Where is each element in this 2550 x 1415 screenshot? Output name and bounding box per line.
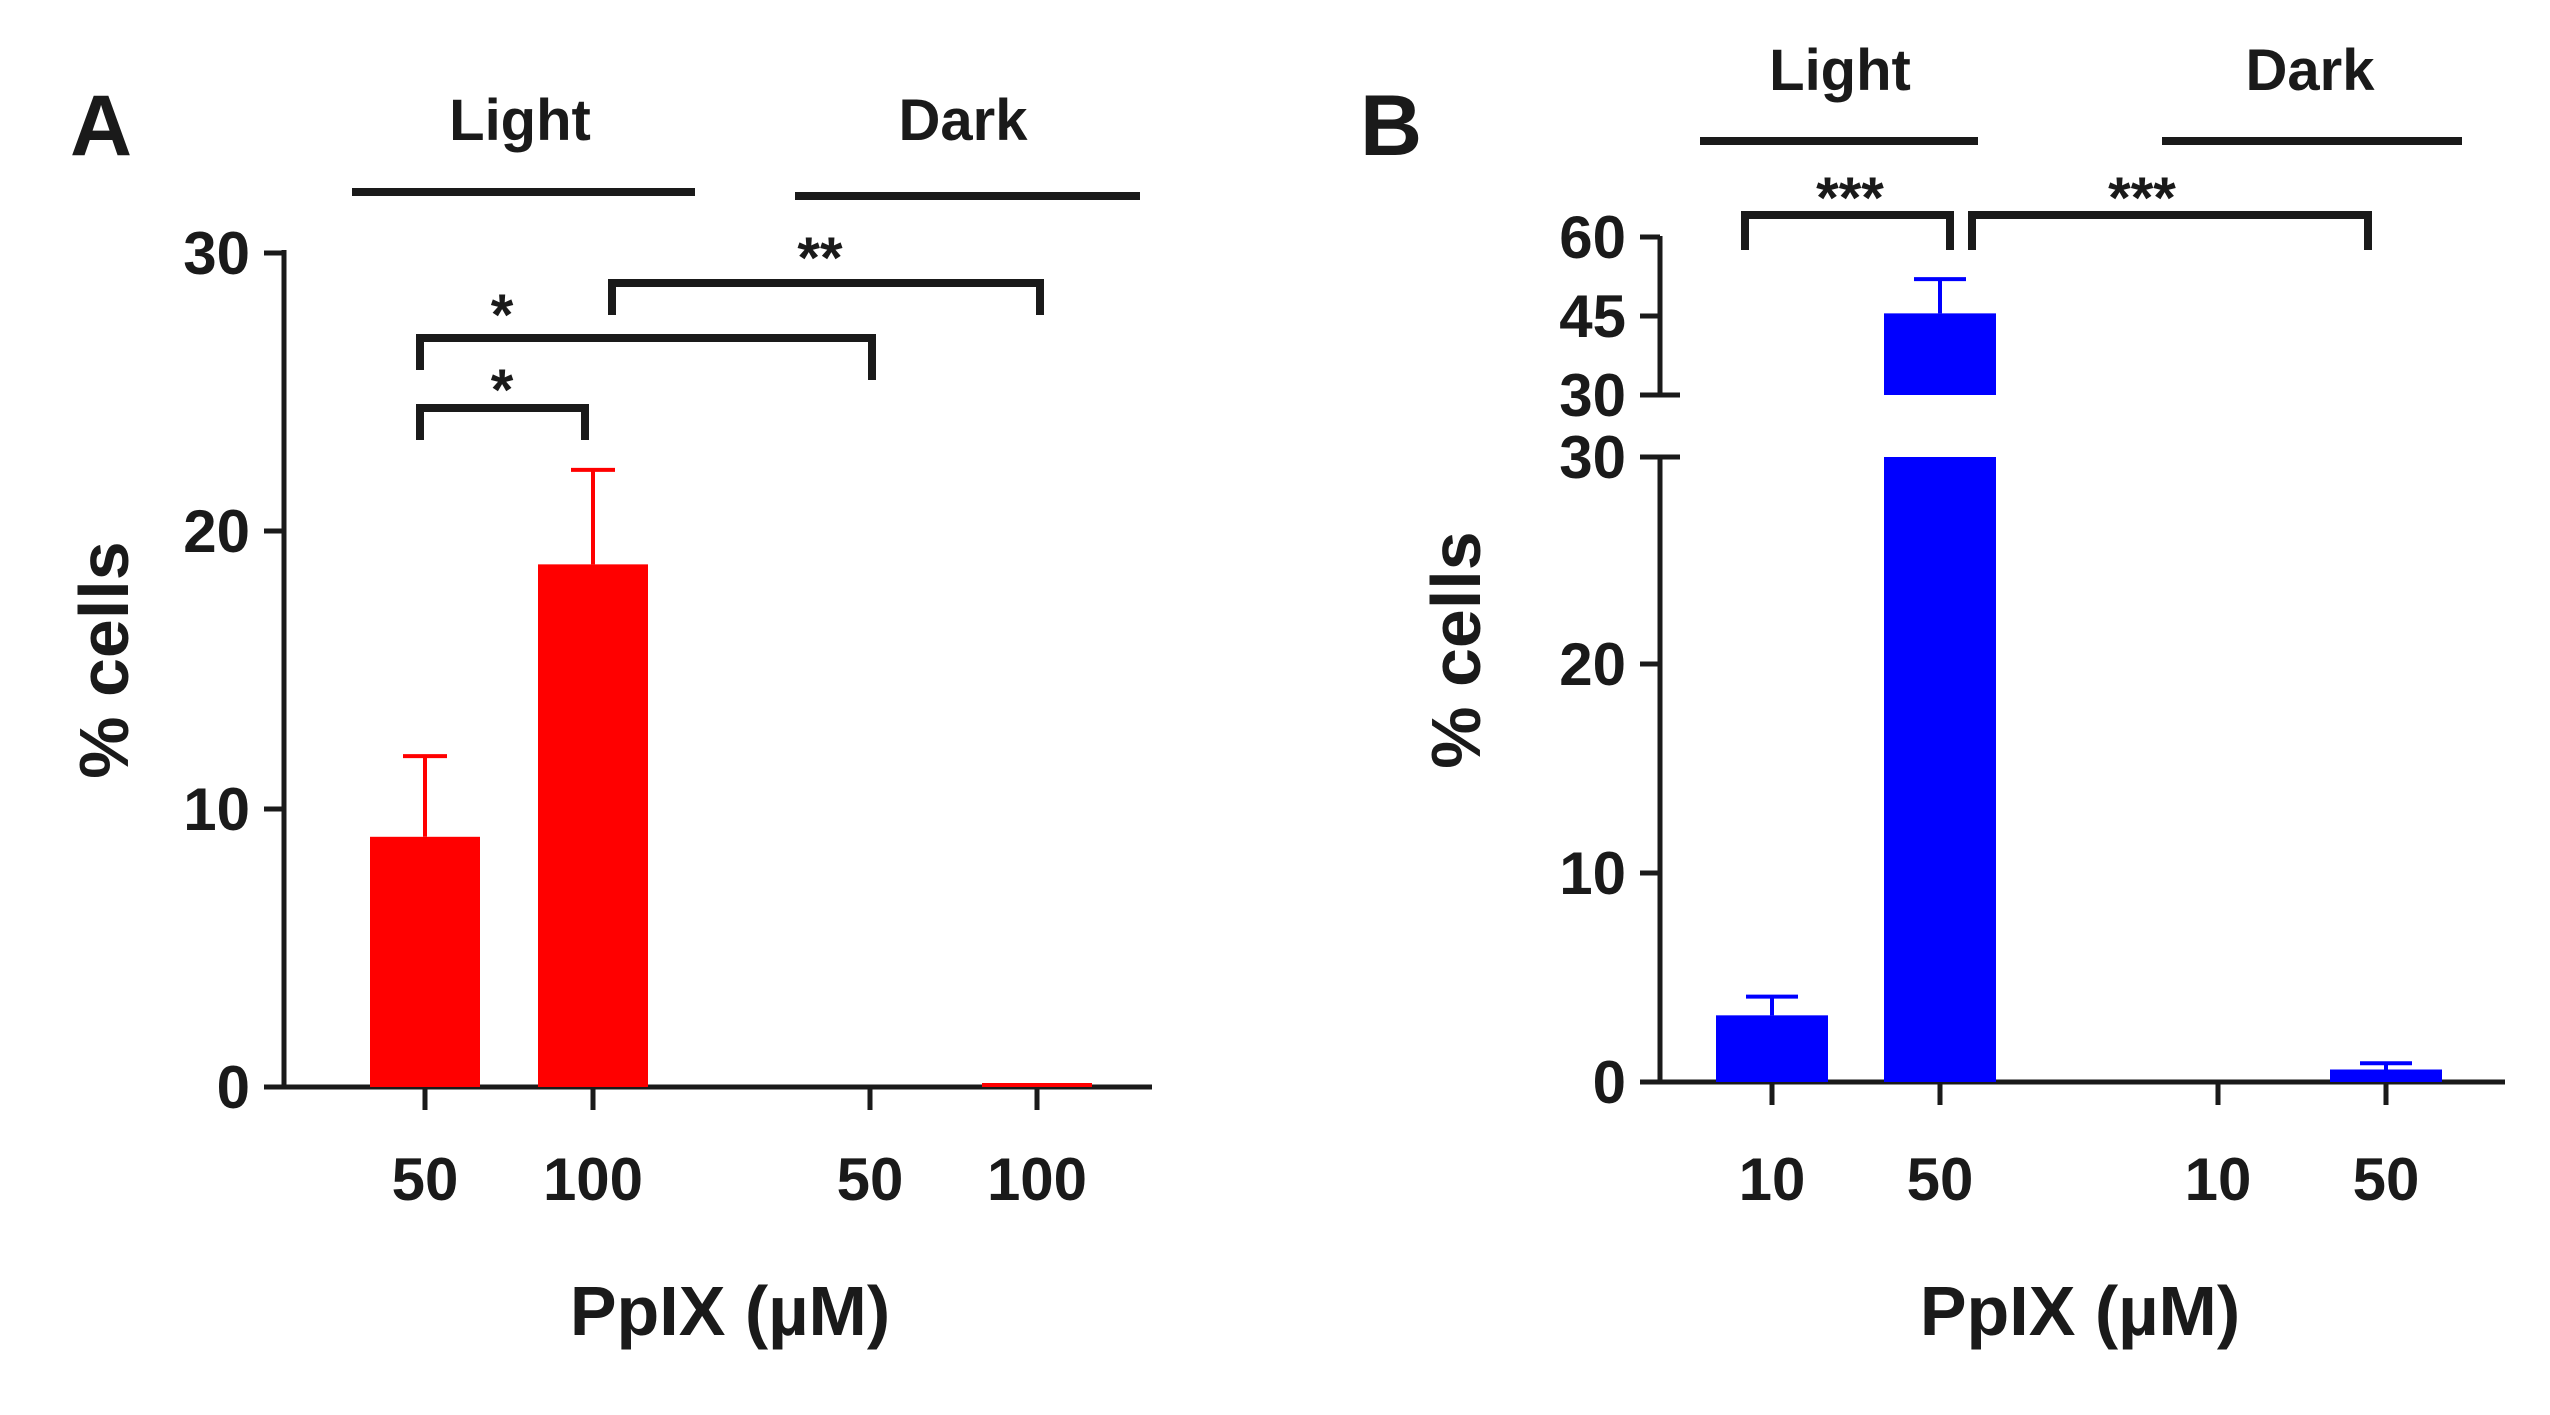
panel-a-bracket-3 bbox=[608, 279, 1044, 315]
panel-b-bar-light-50-upper bbox=[1884, 313, 1996, 395]
panel-a: A Light Dark 0 10 20 30 50 100 50 bbox=[65, 78, 1152, 1350]
panel-b-bar-dark-50 bbox=[2330, 1069, 2442, 1082]
panel-a-error-bar-light-50 bbox=[403, 754, 447, 837]
panel-a-bar-dark-100 bbox=[982, 1083, 1092, 1087]
panel-b-x-tick-label: 50 bbox=[2353, 1146, 2420, 1213]
panel-b-x-tick-label: 10 bbox=[1739, 1146, 1806, 1213]
panel-a-bracket-2-label: * bbox=[491, 283, 514, 348]
panel-b-error-bars bbox=[1746, 277, 2412, 1070]
panel-b-y-tick-label: 0 bbox=[1593, 1049, 1626, 1116]
panel-b-x-axis-title: PpIX (µM) bbox=[1920, 1272, 2240, 1350]
panel-b-letter: B bbox=[1360, 78, 1422, 174]
panel-a-group-dark-label: Dark bbox=[899, 88, 1029, 153]
panel-a-bracket-1 bbox=[416, 404, 589, 440]
panel-b-bracket-1 bbox=[1741, 211, 1954, 250]
panel-a-error-bars bbox=[403, 467, 615, 837]
panel-b-error-bar-dark-50 bbox=[2360, 1061, 2412, 1070]
panel-a-significance: * * ** bbox=[416, 226, 1044, 440]
panel-a-x-tick-label: 50 bbox=[837, 1146, 904, 1213]
panel-b-bar-light-50-lower bbox=[1884, 457, 1996, 1082]
panel-b-bar-light-10 bbox=[1716, 1015, 1828, 1082]
panel-b-y-tick-label: 45 bbox=[1559, 283, 1626, 350]
panel-a-x-tick-label: 100 bbox=[543, 1146, 643, 1213]
panel-a-x-axis-title: PpIX (µM) bbox=[570, 1272, 890, 1350]
panel-a-bracket-1-label: * bbox=[491, 358, 514, 423]
panel-a-group-light-label: Light bbox=[449, 88, 591, 153]
panel-a-y-ticks: 0 10 20 30 bbox=[183, 220, 284, 1121]
panel-b-y-ticks-upper: 60 45 30 bbox=[1559, 204, 1680, 429]
panel-a-x-tick-label: 100 bbox=[987, 1146, 1087, 1213]
panel-a-y-tick-label: 10 bbox=[183, 776, 250, 843]
panel-a-error-bar-light-100 bbox=[571, 467, 615, 565]
panel-a-bars bbox=[370, 564, 1092, 1087]
panel-a-bracket-3-label: ** bbox=[797, 226, 843, 291]
panel-b-x-tick-label: 50 bbox=[1907, 1146, 1974, 1213]
panel-b-error-bar-light-50 bbox=[1914, 277, 1966, 314]
panel-a-y-axis-title: % cells bbox=[65, 541, 143, 778]
panel-a-y-tick-label: 20 bbox=[183, 498, 250, 565]
panel-a-x-ticks: 50 100 50 100 bbox=[392, 1087, 1087, 1213]
panel-b-x-tick-label: 10 bbox=[2185, 1146, 2252, 1213]
panel-b-group-light-label: Light bbox=[1769, 38, 1911, 103]
panel-b-bracket-2-label: *** bbox=[2108, 166, 2176, 231]
panel-a-x-tick-label: 50 bbox=[392, 1146, 459, 1213]
panel-b-group-dark-label: Dark bbox=[2246, 38, 2376, 103]
panel-a-y-tick-label: 0 bbox=[217, 1054, 250, 1121]
panel-a-bracket-2 bbox=[416, 334, 876, 380]
panel-a-bar-light-50 bbox=[370, 836, 480, 1087]
panel-b-y-tick-label: 30 bbox=[1559, 362, 1626, 429]
panel-a-letter: A bbox=[70, 78, 132, 174]
panel-b-significance: *** *** bbox=[1741, 166, 2372, 250]
panel-b-bracket-1-label: *** bbox=[1816, 166, 1884, 231]
panel-b: B Light Dark 60 45 30 0 10 20 30 bbox=[1360, 38, 2505, 1350]
panel-b-bars bbox=[1716, 313, 2442, 1082]
panel-b-x-ticks: 10 50 10 50 bbox=[1739, 1082, 2420, 1213]
panel-a-bar-light-100 bbox=[538, 564, 648, 1087]
panel-b-error-bar-light-10 bbox=[1746, 994, 1798, 1016]
panel-b-y-tick-label: 10 bbox=[1559, 840, 1626, 907]
panel-b-y-tick-label: 30 bbox=[1559, 424, 1626, 491]
panel-b-y-axis-title: % cells bbox=[1417, 531, 1495, 768]
panel-b-bracket-2 bbox=[1968, 211, 2372, 250]
panel-b-y-ticks-lower: 0 10 20 30 bbox=[1559, 424, 1680, 1116]
panel-a-y-tick-label: 30 bbox=[183, 220, 250, 287]
panel-b-y-tick-label: 60 bbox=[1559, 204, 1626, 271]
panel-b-y-tick-label: 20 bbox=[1559, 631, 1626, 698]
